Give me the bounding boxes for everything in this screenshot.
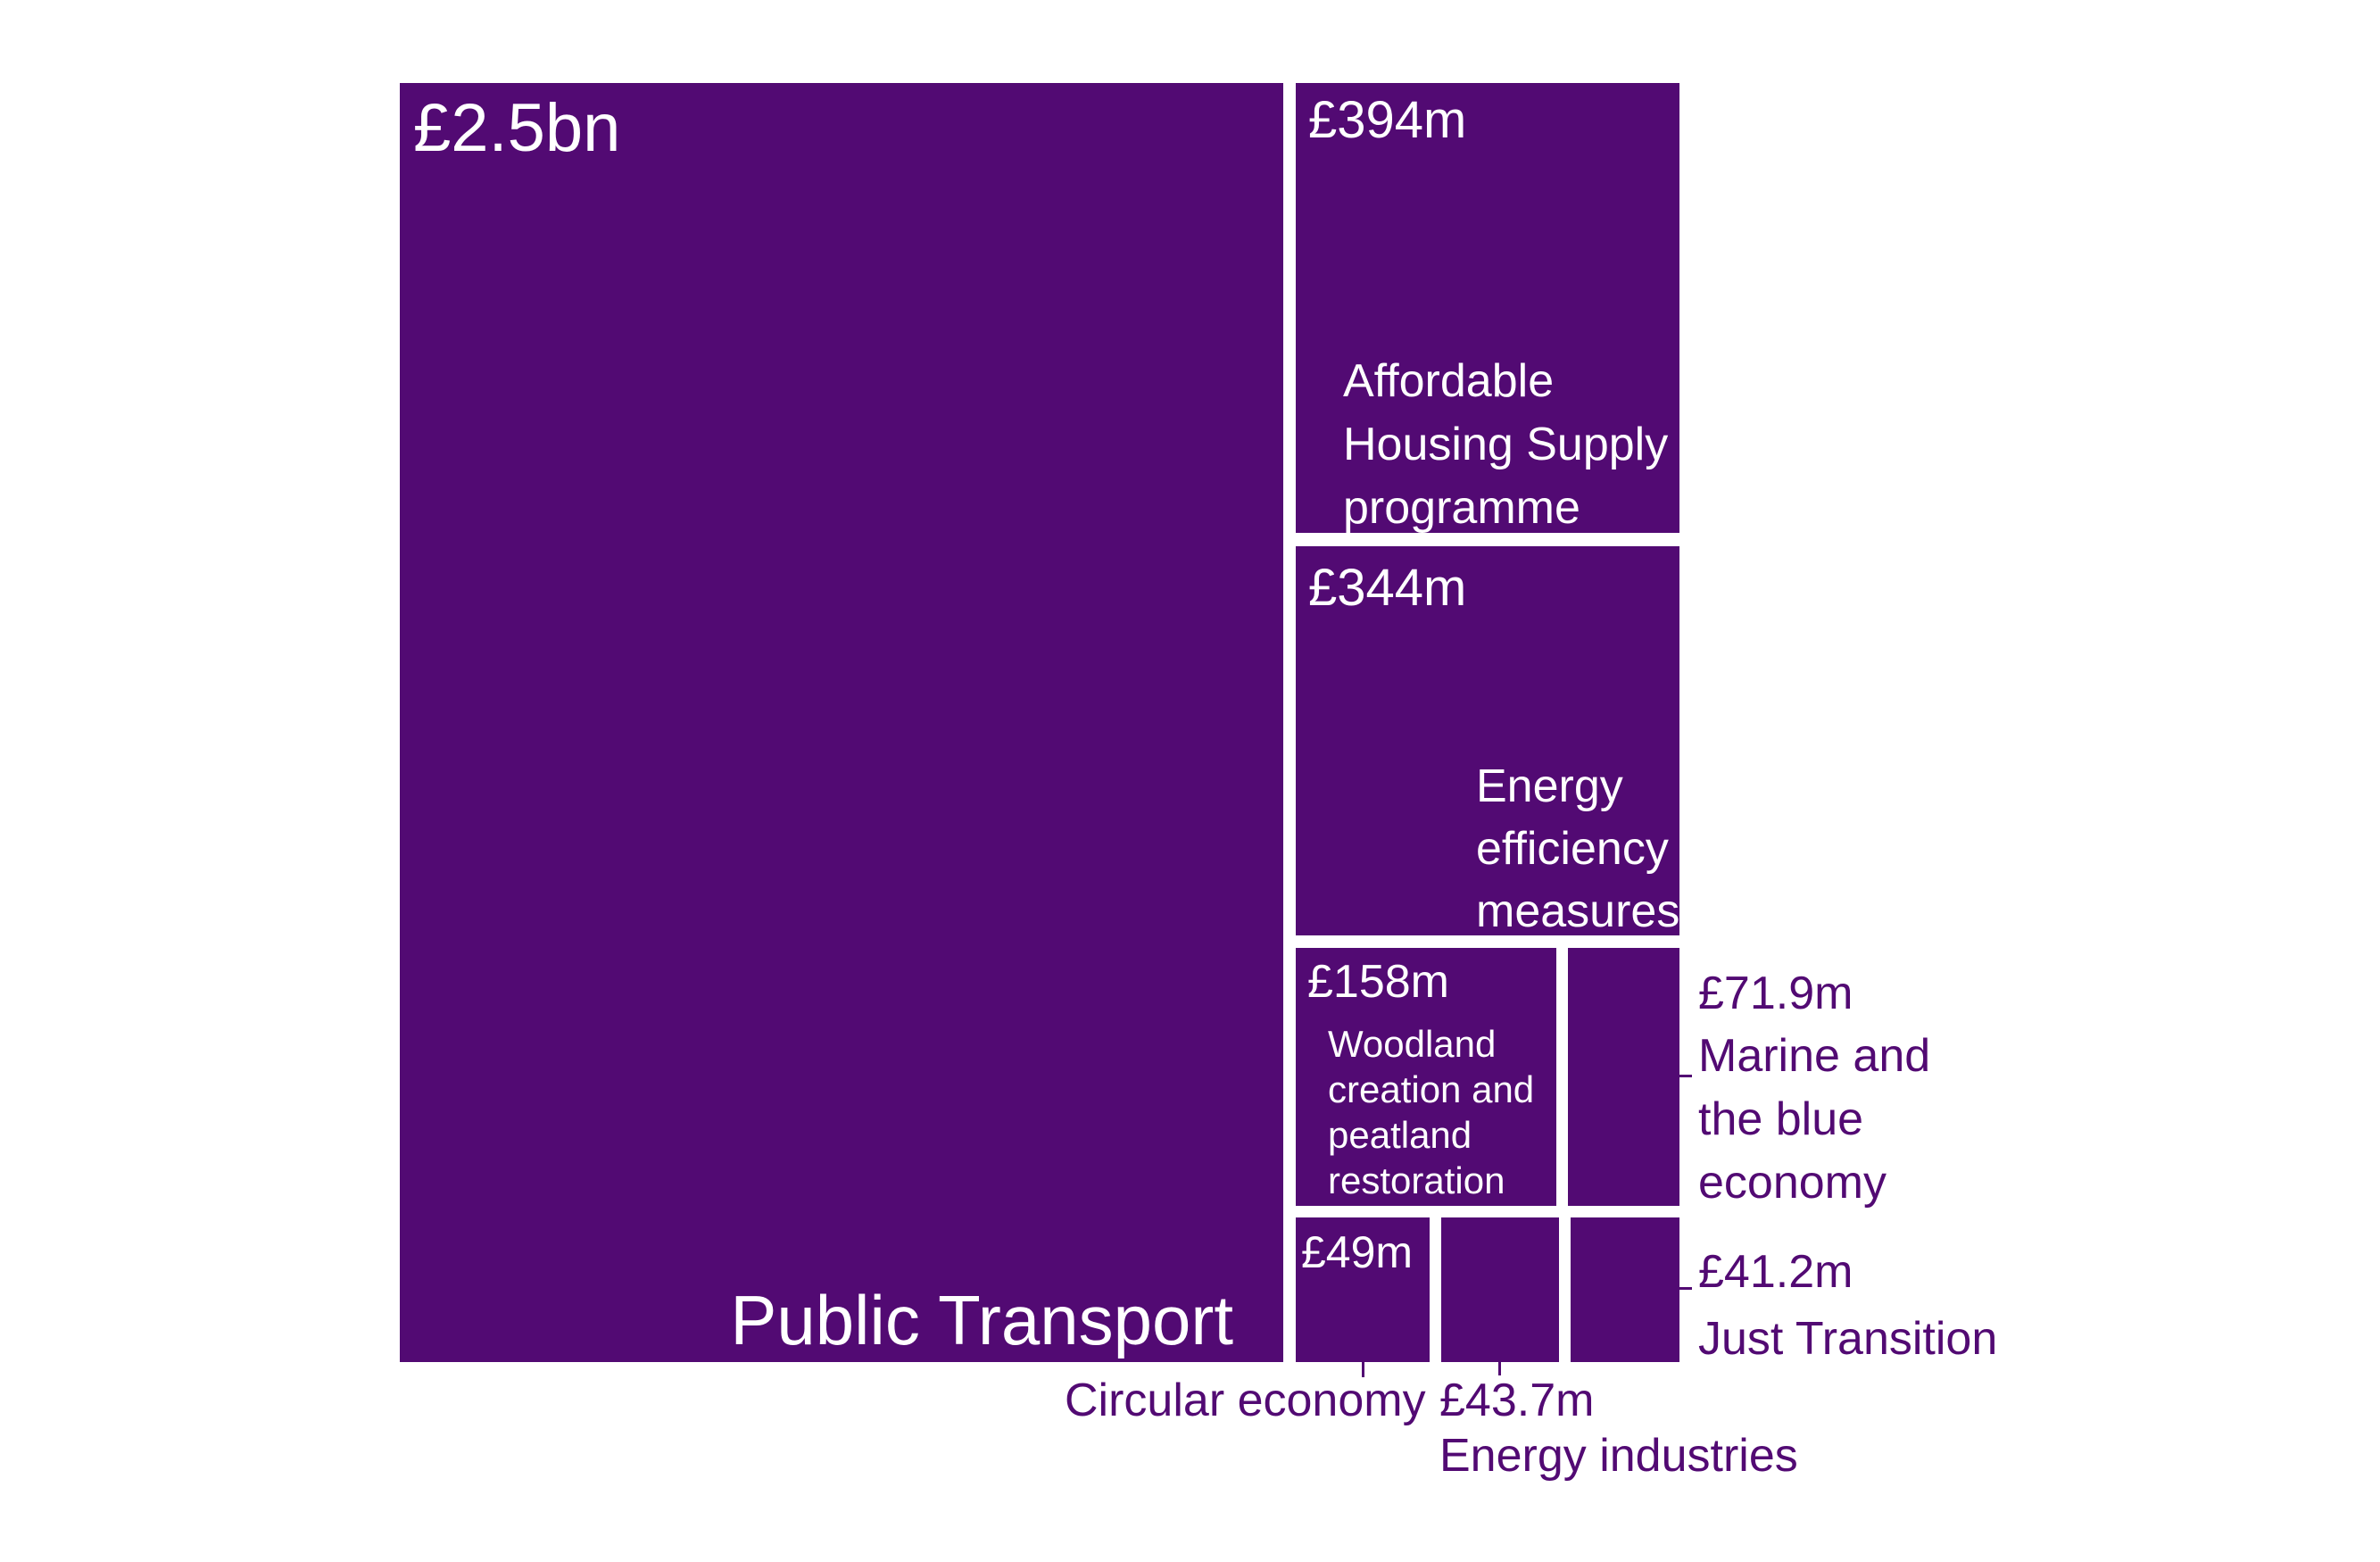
leader-circular-economy xyxy=(1362,1362,1364,1377)
label-energy-industries: Energy industries xyxy=(1439,1430,1798,1482)
tile-circular-economy xyxy=(1296,1217,1430,1362)
label-just-transition: Just Transition xyxy=(1698,1313,1998,1365)
value-circular-economy: £49m xyxy=(1301,1227,1414,1277)
value-woodland: £158m xyxy=(1307,956,1449,1008)
leader-marine xyxy=(1679,1075,1692,1077)
label-woodland: Woodland creation and peatland restorati… xyxy=(1328,1023,1535,1201)
value-public-transport: £2.5bn xyxy=(413,90,621,166)
label-public-transport: Public Transport xyxy=(730,1281,1233,1359)
value-affordable-housing: £394m xyxy=(1308,91,1467,149)
value-marine: £71.9m xyxy=(1698,968,1853,1019)
label-affordable-housing: Affordable Housing Supply programme xyxy=(1343,355,1669,534)
tile-marine xyxy=(1568,948,1679,1206)
tile-energy-efficiency xyxy=(1296,546,1679,935)
leader-just-transition xyxy=(1679,1287,1692,1290)
tile-public-transport xyxy=(400,83,1283,1362)
value-just-transition: £41.2m xyxy=(1698,1246,1853,1298)
leader-energy-industries xyxy=(1498,1362,1501,1375)
label-marine: Marine and the blue economy xyxy=(1698,1030,1931,1209)
label-energy-efficiency: Energy efficiency measures xyxy=(1476,760,1680,937)
value-energy-efficiency: £344m xyxy=(1308,559,1467,617)
label-circular-economy: Circular economy xyxy=(1065,1375,1426,1426)
tile-woodland xyxy=(1296,948,1556,1206)
tile-affordable-housing xyxy=(1296,83,1679,533)
tile-just-transition xyxy=(1571,1217,1679,1362)
value-energy-industries: £43.7m xyxy=(1439,1375,1595,1426)
tile-energy-industries xyxy=(1441,1217,1559,1362)
